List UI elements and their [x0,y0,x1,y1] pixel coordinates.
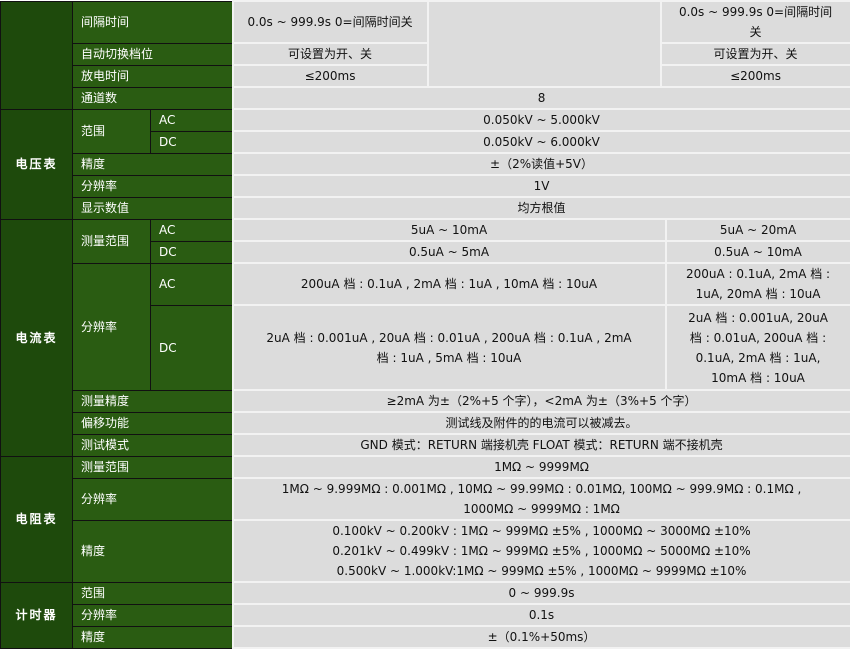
value-voltage-accuracy: ±（2%读值+5V） [233,153,850,175]
label-current-res-ac: AC [151,263,233,305]
value-test-mode: GND 模式：RETURN 端接机壳 FLOAT 模式：RETURN 端不接机壳 [233,434,850,456]
label-offset: 偏移功能 [73,412,233,434]
section-general [1,1,73,109]
label-voltage-range: 范围 [73,109,151,153]
label-resistance-range: 测量范围 [73,456,233,478]
label-timer-accuracy: 精度 [73,626,233,648]
section-ohmmeter: 电阻表 [1,456,73,582]
value-auto-range-a: 可设置为开、关 [233,43,428,65]
label-current-resolution: 分辨率 [73,263,151,390]
value-resistance-resolution: 1MΩ ~ 9.999MΩ : 0.001MΩ , 10MΩ ~ 99.99MΩ… [233,478,850,520]
label-current-res-dc: DC [151,305,233,390]
label-test-mode: 测试模式 [73,434,233,456]
value-current-range-dc-b: 0.5uA ~ 10mA [666,241,850,263]
value-current-accuracy: ≥2mA 为±（2%+5 个字），<2mA 为±（3%+5 个字） [233,390,850,412]
label-current-range: 测量范围 [73,219,151,263]
label-channels: 通道数 [73,87,233,109]
value-channels: 8 [233,87,850,109]
label-auto-range: 自动切换档位 [73,43,233,65]
section-voltmeter: 电压表 [1,109,73,219]
label-resistance-resolution: 分辨率 [73,478,233,520]
value-current-range-ac-b: 5uA ~ 20mA [666,219,850,241]
value-discharge-a: ≤200ms [233,65,428,87]
value-timer-accuracy: ±（0.1%+50ms） [233,626,850,648]
value-voltage-ac: 0.050kV ~ 5.000kV [233,109,850,131]
label-timer-resolution: 分辨率 [73,604,233,626]
value-timer-resolution: 0.1s [233,604,850,626]
value-interval-b: 0.0s ~ 999.9s 0=间隔时间 关 [661,1,850,43]
value-interval-a: 0.0s ~ 999.9s 0=间隔时间关 [233,1,428,43]
value-resistance-accuracy: 0.100kV ~ 0.200kV : 1MΩ ~ 999MΩ ±5% , 10… [233,520,850,582]
value-current-res-dc-b: 2uA 档 : 0.001uA, 20uA 档 : 0.01uA, 200uA … [666,305,850,390]
label-current-accuracy: 测量精度 [73,390,233,412]
label-voltage-ac: AC [151,109,233,131]
label-timer-range: 范围 [73,582,233,604]
label-resistance-accuracy: 精度 [73,520,233,582]
label-current-range-ac: AC [151,219,233,241]
section-timer: 计时器 [1,582,73,648]
label-discharge: 放电时间 [73,65,233,87]
value-current-res-ac-a: 200uA 档 : 0.1uA , 2mA 档 : 1uA , 10mA 档 :… [233,263,666,305]
value-offset: 测试线及附件的的电流可以被减去。 [233,412,850,434]
value-timer-range: 0 ~ 999.9s [233,582,850,604]
value-auto-range-b: 可设置为开、关 [661,43,850,65]
value-voltage-resolution: 1V [233,175,850,197]
value-resistance-range: 1MΩ ~ 9999MΩ [233,456,850,478]
label-current-range-dc: DC [151,241,233,263]
value-current-range-ac-a: 5uA ~ 10mA [233,219,666,241]
value-discharge-b: ≤200ms [661,65,850,87]
value-voltage-dc: 0.050kV ~ 6.000kV [233,131,850,153]
value-current-range-dc-a: 0.5uA ~ 5mA [233,241,666,263]
empty-merged-cell [428,1,661,87]
section-ammeter: 电流表 [1,219,73,456]
value-current-res-ac-b: 200uA : 0.1uA, 2mA 档 : 1uA, 20mA 档 : 10u… [666,263,850,305]
value-current-res-dc-a: 2uA 档 : 0.001uA , 20uA 档 : 0.01uA , 200u… [233,305,666,390]
label-interval: 间隔时间 [73,1,233,43]
label-voltage-dc: DC [151,131,233,153]
value-voltage-display: 均方根值 [233,197,850,219]
row-interval: 间隔时间 0.0s ~ 999.9s 0=间隔时间关 0.0s ~ 999.9s… [1,1,850,43]
label-voltage-resolution: 分辨率 [73,175,233,197]
label-voltage-accuracy: 精度 [73,153,233,175]
label-voltage-display: 显示数值 [73,197,233,219]
